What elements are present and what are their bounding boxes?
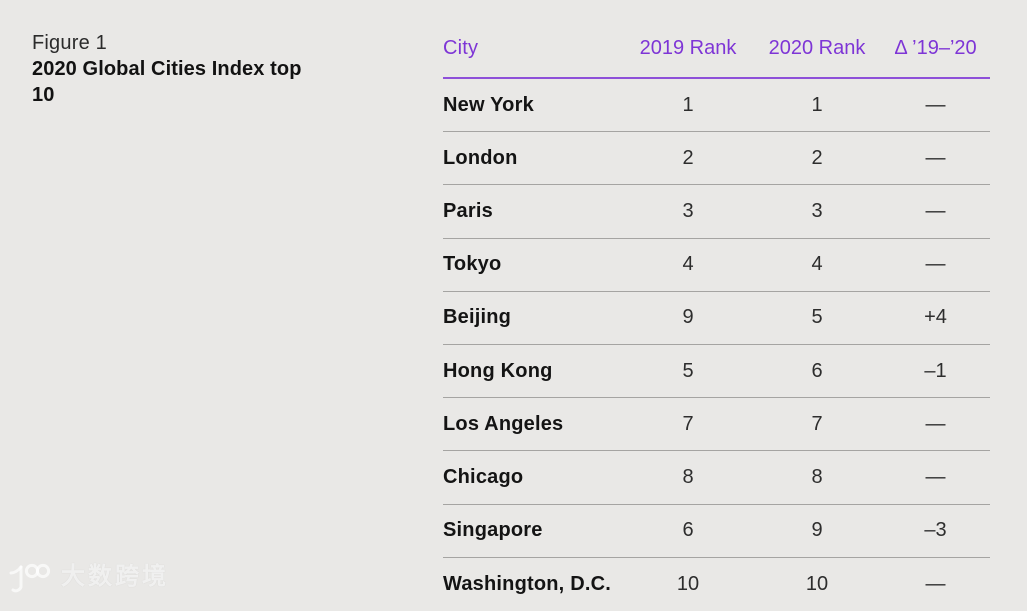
table-row: Paris 3 3 — (443, 185, 990, 239)
rank-2019: 5 (682, 359, 694, 382)
city-name: Washington, D.C. (443, 572, 611, 595)
figure-number: Figure 1 (32, 32, 107, 54)
rank-2019: 2 (682, 146, 694, 169)
table-row: Washington, D.C. 10 10 — (443, 558, 990, 611)
city-name: Paris (443, 199, 493, 222)
rank-delta: — (925, 572, 946, 595)
city-name: Beijing (443, 306, 512, 329)
table-row: Los Angeles 7 7 — (443, 398, 990, 452)
rank-2020: 2 (811, 146, 823, 169)
rank-2019: 4 (682, 253, 694, 276)
rank-2019: 1 (682, 93, 694, 116)
brand-100-logo-icon (8, 560, 54, 594)
city-name: New York (443, 93, 534, 116)
table-row: London 2 2 — (443, 132, 990, 186)
table-row: Hong Kong 5 6 –1 (443, 345, 990, 399)
rank-2019: 6 (682, 519, 694, 542)
rank-2020: 9 (811, 519, 823, 542)
city-name: Tokyo (443, 253, 502, 276)
rank-delta: — (925, 199, 946, 222)
rank-2020: 7 (811, 412, 823, 435)
rank-2019: 9 (682, 306, 694, 329)
table-row: Chicago 8 8 — (443, 451, 990, 505)
column-header-delta: Δ ’19–’20 (894, 37, 977, 59)
rank-2020: 6 (811, 359, 823, 382)
column-header-city: City (443, 37, 479, 59)
rank-2020: 1 (811, 93, 823, 116)
rank-2020: 4 (811, 253, 823, 276)
city-name: Singapore (443, 519, 543, 542)
city-name: Hong Kong (443, 359, 553, 382)
global-cities-rank-table: City 2019 Rank 2020 Rank Δ ’19–’20 New Y… (443, 28, 990, 611)
rank-delta: — (925, 412, 946, 435)
city-name: London (443, 146, 518, 169)
rank-2020: 8 (811, 465, 823, 488)
rank-2020: 3 (811, 199, 823, 222)
watermark: 大数跨境 (8, 560, 169, 594)
rank-2019: 7 (682, 412, 694, 435)
rank-delta: –3 (924, 519, 947, 542)
rank-2019: 8 (682, 465, 694, 488)
rank-2020: 5 (811, 306, 823, 329)
table-row: Singapore 6 9 –3 (443, 505, 990, 558)
table-row: New York 1 1 — (443, 79, 990, 133)
rank-2019: 3 (682, 199, 694, 222)
rank-delta: +4 (924, 306, 947, 329)
figure-title: 2020 Global Cities Index top 10 (32, 58, 302, 106)
table-row: Tokyo 4 4 — (443, 239, 990, 292)
rank-delta: — (925, 465, 946, 488)
watermark-brand-text: 大数跨境 (61, 563, 169, 590)
table-header-row: City 2019 Rank 2020 Rank Δ ’19–’20 (443, 28, 990, 79)
city-name: Chicago (443, 465, 524, 488)
rank-2019: 10 (676, 572, 700, 595)
rank-delta: — (925, 146, 946, 169)
column-header-2019-rank: 2019 Rank (639, 37, 737, 59)
rank-delta: — (925, 93, 946, 116)
rank-delta: — (925, 253, 946, 276)
rank-2020: 10 (805, 572, 829, 595)
table-row: Beijing 9 5 +4 (443, 292, 990, 345)
figure-caption-block: Figure 1 2020 Global Cities Index top 10 (32, 30, 332, 108)
rank-delta: –1 (924, 359, 947, 382)
city-name: Los Angeles (443, 412, 564, 435)
column-header-2020-rank: 2020 Rank (768, 37, 866, 59)
